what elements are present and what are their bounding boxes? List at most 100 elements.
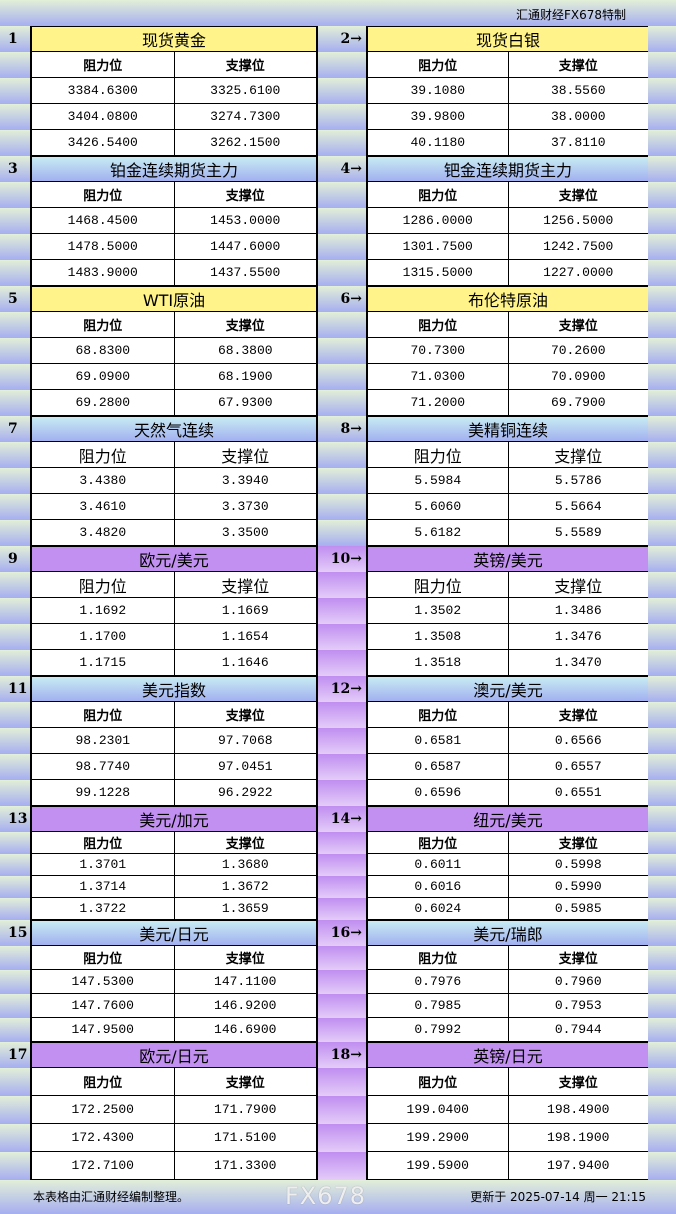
support-header: 支撑位 [508,572,648,597]
support-value: 198.1900 [508,1124,648,1151]
section-1: 1 现货黄金 2→ 现货白银 阻力位 支撑位 阻力位 支撑位 3384.6300 3325.610… [0,26,676,156]
resistance-value: 199.5900 [368,1152,509,1179]
support-value: 97.0451 [174,754,316,779]
left-table: 99.1228 96.2922 [30,780,316,806]
support-value: 3274.7300 [174,104,316,129]
resistance-value: 69.0900 [32,364,175,389]
gutter [316,520,368,546]
support-value: 1.3680 [174,854,316,875]
support-header: 支撑位 [174,702,316,727]
right-table: 71.2000 69.7900 [368,390,648,416]
resistance-value: 1.3508 [368,624,509,649]
support-header: 支撑位 [508,52,648,77]
right-table: 钯金连续期货主力 [368,156,648,182]
resistance-header: 阻力位 [32,832,175,853]
left-cells: 3.4380 3.3940 [32,468,316,494]
resistance-value: 147.9500 [32,1018,175,1041]
table-row: 99.1228 96.2922 0.6596 0.6551 [0,780,676,806]
gutter [316,970,368,994]
left-cells: 阻力位 支撑位 [32,572,316,598]
right-cells: 1.3502 1.3486 [368,598,648,624]
gutter [648,1042,676,1068]
resistance-value: 69.2800 [32,390,175,415]
right-table: 阻力位 支撑位 [368,702,648,728]
resistance-header: 阻力位 [368,1068,509,1095]
gutter [648,876,676,898]
gutter [648,546,676,572]
table-row: 3.4820 3.3500 5.6182 5.5589 [0,520,676,546]
right-table: 199.0400 198.4900 [368,1096,648,1124]
gutter [648,390,676,416]
support-value: 1.3476 [508,624,648,649]
right-cells: 阻力位 支撑位 [368,1068,648,1096]
gutter [0,1124,30,1152]
instrument-title: 美元/日元 [32,920,316,946]
gutter [648,898,676,920]
table-row: 3384.6300 3325.6100 39.1080 38.5560 [0,78,676,104]
section-7: 13 美元/加元 14→ 纽元/美元 阻力位 支撑位 阻力位 支撑位 1.3701 1.3680 0… [0,806,676,920]
support-value: 1437.5500 [174,260,316,285]
left-cells: 1483.9000 1437.5500 [32,260,316,286]
gutter [648,208,676,234]
gutter [648,312,676,338]
title-row: 5 WTI原油 6→ 布伦特原油 [0,286,676,312]
gutter [316,994,368,1018]
table-row: 1478.5000 1447.6000 1301.7500 1242.7500 [0,234,676,260]
resistance-value: 39.1080 [368,78,509,103]
gutter [0,364,30,390]
gutter [0,520,30,546]
gutter [648,364,676,390]
title-row: 9 欧元/美元 10→ 英镑/美元 [0,546,676,572]
update-time: 更新于 2025-07-14 周一 21:15 [470,1190,646,1204]
resistance-value: 1.3502 [368,598,509,623]
resistance-header: 阻力位 [368,946,509,969]
instrument-title: WTI原油 [32,286,316,312]
support-value: 0.5998 [508,854,648,875]
left-cells: 98.7740 97.0451 [32,754,316,780]
left-table: 阻力位 支撑位 [30,52,316,78]
resistance-value: 0.7992 [368,1018,509,1041]
left-cells: 3426.5400 3262.1500 [32,130,316,156]
right-table: 英镑/日元 [368,1042,648,1068]
table-row: 3404.0800 3274.7300 39.9800 38.0000 [0,104,676,130]
right-table: 0.6024 0.5985 [368,898,648,920]
resistance-header: 阻力位 [368,182,509,207]
right-table: 澳元/美元 [368,676,648,702]
support-value: 1242.7500 [508,234,648,259]
gutter [0,442,30,468]
right-cells: 1.3518 1.3470 [368,650,648,676]
resistance-value: 5.6182 [368,520,509,545]
right-table: 1.3508 1.3476 [368,624,648,650]
title-row: 15 美元/日元 16→ 美元/瑞郎 [0,920,676,946]
right-table: 1301.7500 1242.7500 [368,234,648,260]
left-cells: 147.7600 146.9200 [32,994,316,1018]
row-number: 13 [0,806,30,832]
gutter [648,442,676,468]
gutter [0,390,30,416]
left-table: 阻力位 支撑位 [30,946,316,970]
gutter [316,130,368,156]
support-header: 支撑位 [174,182,316,207]
left-table: 1.1715 1.1646 [30,650,316,676]
left-table: 欧元/美元 [30,546,316,572]
right-cells: 阻力位 支撑位 [368,832,648,854]
gutter [316,876,368,898]
resistance-value: 3426.5400 [32,130,175,155]
left-table: 172.2500 171.7900 [30,1096,316,1124]
section-4: 7 天然气连续 8→ 美精铜连续 阻力位 支撑位 阻力位 支撑位 3.4380 3.3940 5.5… [0,416,676,546]
resistance-header: 阻力位 [32,442,175,467]
row-number: 9 [0,546,30,572]
left-table: 69.0900 68.1900 [30,364,316,390]
row-number: 11 [0,676,30,702]
resistance-value: 5.5984 [368,468,509,493]
support-header: 支撑位 [174,572,316,597]
right-cells: 阻力位 支撑位 [368,572,648,598]
right-cells: 199.2900 198.1900 [368,1124,648,1152]
left-table: 3426.5400 3262.1500 [30,130,316,156]
support-value: 5.5589 [508,520,648,545]
left-cells: 3384.6300 3325.6100 [32,78,316,104]
right-table: 美精铜连续 [368,416,648,442]
left-cells: 3404.0800 3274.7300 [32,104,316,130]
resistance-header: 阻力位 [32,572,175,597]
column-header-row: 阻力位 支撑位 阻力位 支撑位 [0,1068,676,1096]
